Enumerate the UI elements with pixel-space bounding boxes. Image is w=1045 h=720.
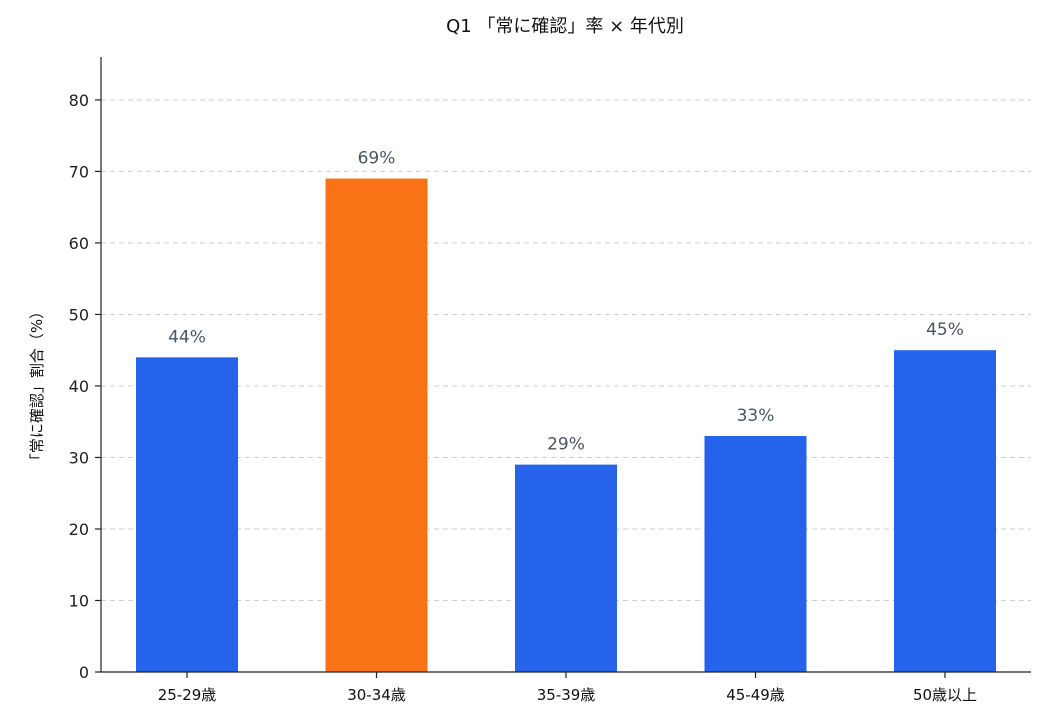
- y-tick-label: 60: [69, 234, 89, 253]
- data-label: 45%: [926, 320, 964, 340]
- data-labels: 44% 69% 29% 33% 45%: [168, 149, 964, 455]
- bar-3: [515, 464, 617, 672]
- x-tick-label: 25-29歳: [158, 686, 217, 704]
- x-tick-label: 50歳以上: [913, 686, 977, 704]
- bar-2: [325, 178, 428, 672]
- x-tick-label: 45-49歳: [726, 686, 785, 704]
- chart-title: Q1 「常に確認」率 × 年代別: [446, 16, 684, 37]
- gridlines: [101, 99, 1031, 601]
- bar-1: [136, 357, 238, 672]
- y-ticks: 0 10 20 30 40 50 60 70 80: [69, 91, 101, 682]
- y-tick-label: 50: [69, 305, 89, 324]
- y-tick-label: 70: [69, 162, 89, 181]
- x-tick-label: 35-39歳: [537, 686, 596, 704]
- y-tick-label: 10: [69, 591, 89, 610]
- data-label: 29%: [547, 435, 585, 455]
- y-tick-label: 0: [79, 663, 89, 682]
- bar-4: [704, 436, 807, 672]
- x-ticks: 25-29歳 30-34歳 35-39歳 45-49歳 50歳以上: [158, 672, 977, 704]
- x-tick-label: 30-34歳: [347, 686, 406, 704]
- y-tick-label: 20: [69, 520, 89, 539]
- y-tick-label: 30: [69, 448, 89, 467]
- data-label: 44%: [168, 327, 206, 347]
- bars: [136, 178, 996, 672]
- y-tick-label: 40: [69, 377, 89, 396]
- y-tick-label: 80: [69, 91, 89, 110]
- data-label: 33%: [737, 406, 775, 426]
- bar-5: [894, 350, 996, 672]
- data-label: 69%: [358, 149, 396, 169]
- y-axis-label: 「常に確認」割合（%）: [28, 304, 46, 468]
